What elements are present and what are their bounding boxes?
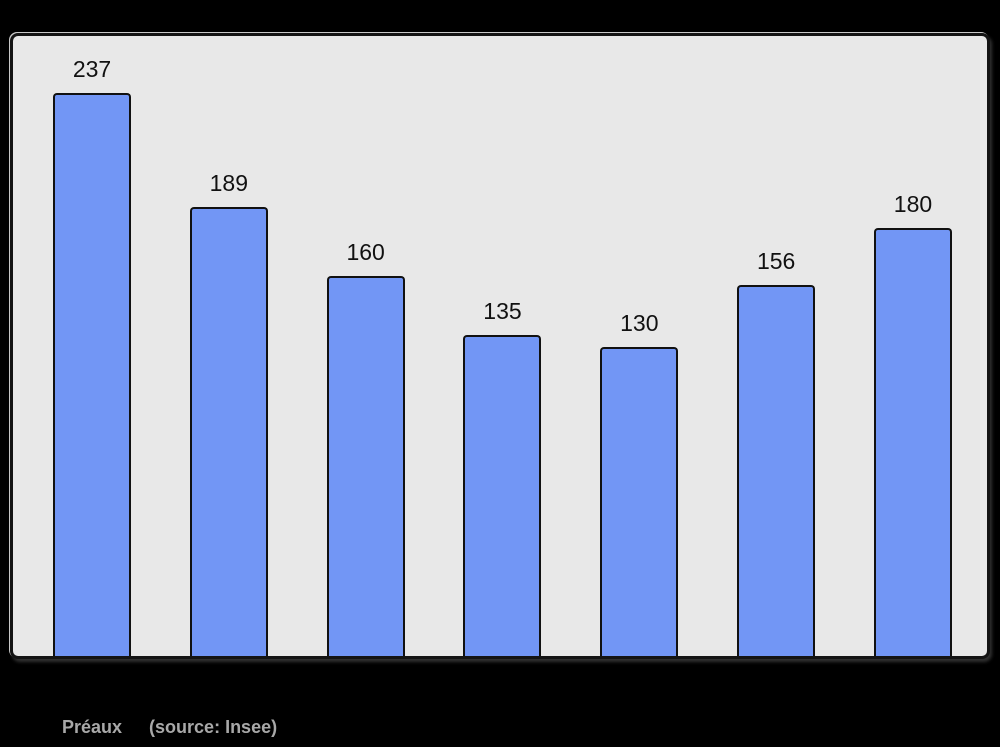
bar-value-label: 156 <box>756 248 796 275</box>
caption-place-name: Préaux <box>62 717 123 737</box>
bar-column: 237 <box>53 36 131 656</box>
bar <box>737 285 816 656</box>
bar-value-label: 160 <box>346 239 385 266</box>
bar <box>873 228 952 656</box>
bar <box>189 207 268 656</box>
bar-group: 237 189 160 135 130 156 180 <box>13 36 987 656</box>
bar-column: 180 <box>873 36 952 656</box>
bar-value-label: 180 <box>893 191 933 218</box>
bar <box>326 276 405 656</box>
bar-column: 189 <box>189 36 268 656</box>
bar-column: 156 <box>737 36 816 656</box>
bar-column: 130 <box>600 36 679 656</box>
bar-column: 160 <box>326 36 405 656</box>
plot-area: 237 189 160 135 130 156 180 <box>10 33 990 659</box>
caption-source: (source: Insee) <box>149 717 278 737</box>
chart-caption: Préaux (source: Insee) <box>62 717 277 738</box>
bar <box>53 93 131 656</box>
bar-column: 135 <box>463 36 542 656</box>
bar <box>600 347 679 656</box>
bar-value-label: 189 <box>209 170 249 197</box>
bar-value-label: 237 <box>72 56 112 83</box>
bar <box>463 335 542 656</box>
bar-value-label: 130 <box>620 310 659 337</box>
bar-value-label: 135 <box>483 298 522 325</box>
